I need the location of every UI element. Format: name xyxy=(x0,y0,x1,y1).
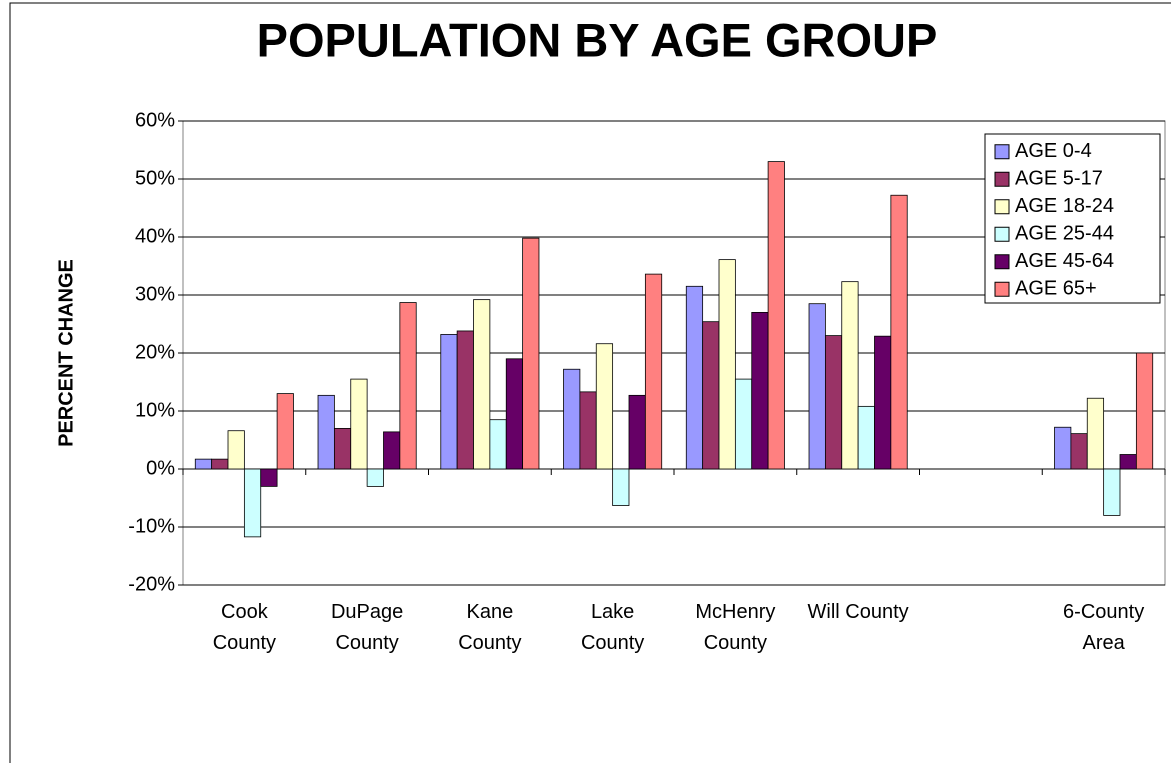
legend-swatch xyxy=(994,226,1010,242)
bar xyxy=(874,335,892,470)
legend-swatch xyxy=(994,171,1010,187)
bar xyxy=(563,368,581,470)
y-tick-label: -10% xyxy=(128,515,175,537)
bar xyxy=(473,299,491,470)
bar xyxy=(824,335,843,470)
bar xyxy=(333,427,352,470)
legend-label: AGE 18-24 xyxy=(1015,195,1114,217)
bar xyxy=(579,391,597,470)
y-tick-label: 10% xyxy=(135,399,175,421)
bar xyxy=(685,285,704,470)
bar xyxy=(440,334,458,470)
bar xyxy=(890,194,908,470)
bar xyxy=(243,468,262,538)
bar xyxy=(734,378,753,470)
legend-swatch xyxy=(994,199,1010,215)
bar xyxy=(1086,397,1105,470)
bar xyxy=(505,358,524,470)
bar xyxy=(383,431,401,470)
bar xyxy=(595,343,614,470)
bar xyxy=(366,468,384,487)
y-tick-label: 20% xyxy=(135,341,175,363)
bar xyxy=(194,458,213,470)
bar xyxy=(718,259,736,470)
bar xyxy=(628,394,646,470)
legend-label: AGE 65+ xyxy=(1015,278,1097,300)
bar xyxy=(522,237,540,470)
bar xyxy=(317,394,335,470)
y-axis-label: PERCENT CHANGE xyxy=(55,259,77,447)
bar xyxy=(227,430,245,470)
bar xyxy=(276,393,294,470)
legend-label: AGE 25-44 xyxy=(1015,223,1114,245)
bar xyxy=(751,311,769,470)
bar xyxy=(1070,433,1088,470)
legend-swatch xyxy=(994,254,1010,270)
bar xyxy=(1103,468,1121,516)
legend-swatch xyxy=(994,281,1010,297)
x-tick-label: DuPage County xyxy=(330,601,404,654)
bar xyxy=(612,468,630,506)
legend-swatch xyxy=(994,144,1010,160)
chart-title: POPULATION BY AGE GROUP xyxy=(257,13,938,66)
bar xyxy=(1119,454,1137,470)
legend-box xyxy=(984,133,1161,304)
bar xyxy=(260,468,278,487)
x-tick-label: Kane County xyxy=(458,601,522,654)
bar xyxy=(456,330,474,470)
y-tick-label: 50% xyxy=(135,167,175,189)
bar xyxy=(211,458,229,470)
x-tick-label: Lake County xyxy=(580,601,645,654)
y-tick-label: 60% xyxy=(135,109,175,131)
bar xyxy=(857,405,875,470)
legend-label: AGE 45-64 xyxy=(1015,250,1114,272)
x-tick-label: McHenry County xyxy=(695,601,776,654)
x-tick-label: Will County xyxy=(807,601,909,623)
y-tick-label: -20% xyxy=(128,573,175,595)
bar xyxy=(1135,352,1154,470)
x-tick-label: Cook County xyxy=(212,601,277,654)
y-tick-label: 30% xyxy=(135,283,175,305)
x-tick-label: 6-County Area xyxy=(1063,601,1145,654)
legend-label: AGE 0-4 xyxy=(1015,140,1092,162)
bar xyxy=(644,273,663,470)
bar xyxy=(767,161,785,470)
bar xyxy=(702,321,720,470)
bar xyxy=(399,302,417,470)
y-tick-label: 40% xyxy=(135,225,175,247)
bar xyxy=(841,281,859,470)
legend-label: AGE 5-17 xyxy=(1015,168,1103,190)
bar xyxy=(489,419,507,470)
bar xyxy=(808,303,826,470)
y-tick-label: 0% xyxy=(146,457,175,479)
bar xyxy=(1054,426,1072,470)
bar xyxy=(350,378,368,470)
